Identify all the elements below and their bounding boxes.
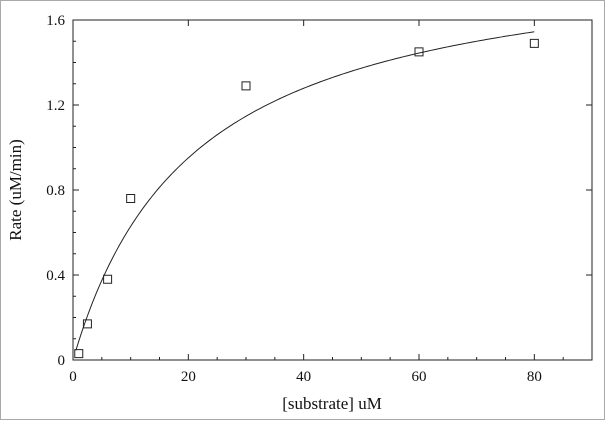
y-tick-label: 0.8 [46, 183, 65, 199]
data-point-marker [414, 47, 424, 57]
y-tick-label: 0.4 [46, 268, 65, 284]
y-tick-label: 0 [58, 353, 66, 369]
y-axis-ticks: 0 0.4 0.8 1.2 1.6 [46, 13, 592, 369]
y-tick-label: 1.6 [46, 13, 65, 29]
fit-curve [75, 31, 535, 351]
x-tick-label: 0 [69, 369, 77, 385]
x-axis-ticks: 0 20 40 60 80 [69, 20, 564, 385]
x-tick-label: 40 [296, 369, 311, 385]
y-tick-label: 1.2 [46, 98, 65, 114]
data-point-marker [82, 319, 92, 329]
data-point-marker [126, 194, 136, 203]
x-tick-label: 20 [181, 369, 196, 385]
plot-area [72, 19, 593, 361]
data-point-marker [241, 81, 251, 91]
x-tick-label: 60 [412, 369, 427, 385]
data-point-marker [529, 38, 539, 48]
x-tick-label: 80 [527, 369, 542, 385]
data-point-marker [74, 349, 84, 359]
y-axis-label: Rate (uM/min) [6, 139, 25, 241]
x-axis-label: [substrate] uM [282, 394, 382, 413]
data-points [74, 38, 539, 359]
data-point-marker [103, 274, 113, 284]
